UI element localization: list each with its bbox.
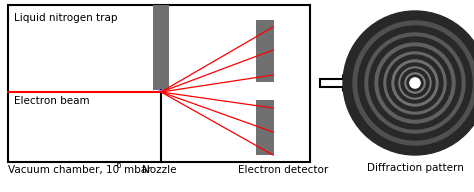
- Circle shape: [399, 67, 431, 99]
- Text: Liquid nitrogen trap: Liquid nitrogen trap: [14, 13, 118, 23]
- Circle shape: [375, 43, 455, 123]
- Circle shape: [353, 21, 474, 145]
- Circle shape: [365, 33, 465, 133]
- Text: Electron beam: Electron beam: [14, 96, 90, 106]
- Circle shape: [407, 75, 423, 91]
- Bar: [256, 20, 274, 82]
- Circle shape: [343, 11, 474, 155]
- Text: Diffraction pattern: Diffraction pattern: [366, 163, 464, 173]
- Circle shape: [405, 73, 425, 93]
- Circle shape: [410, 78, 420, 88]
- Circle shape: [358, 26, 472, 140]
- Bar: [8, 5, 310, 162]
- Circle shape: [412, 80, 418, 86]
- Text: -6: -6: [115, 161, 123, 170]
- Circle shape: [392, 60, 438, 106]
- Circle shape: [401, 69, 429, 97]
- Text: mbar: mbar: [124, 165, 152, 175]
- Polygon shape: [320, 76, 355, 90]
- Text: Nozzle: Nozzle: [142, 165, 176, 175]
- Text: Vacuum chamber, 10: Vacuum chamber, 10: [8, 165, 119, 175]
- Circle shape: [379, 47, 451, 119]
- Bar: [153, 5, 169, 90]
- Circle shape: [410, 78, 420, 88]
- Circle shape: [369, 37, 461, 129]
- Text: Electron detector: Electron detector: [238, 165, 328, 175]
- Circle shape: [395, 63, 435, 103]
- Bar: [256, 100, 274, 155]
- Circle shape: [384, 52, 446, 114]
- Circle shape: [387, 55, 443, 111]
